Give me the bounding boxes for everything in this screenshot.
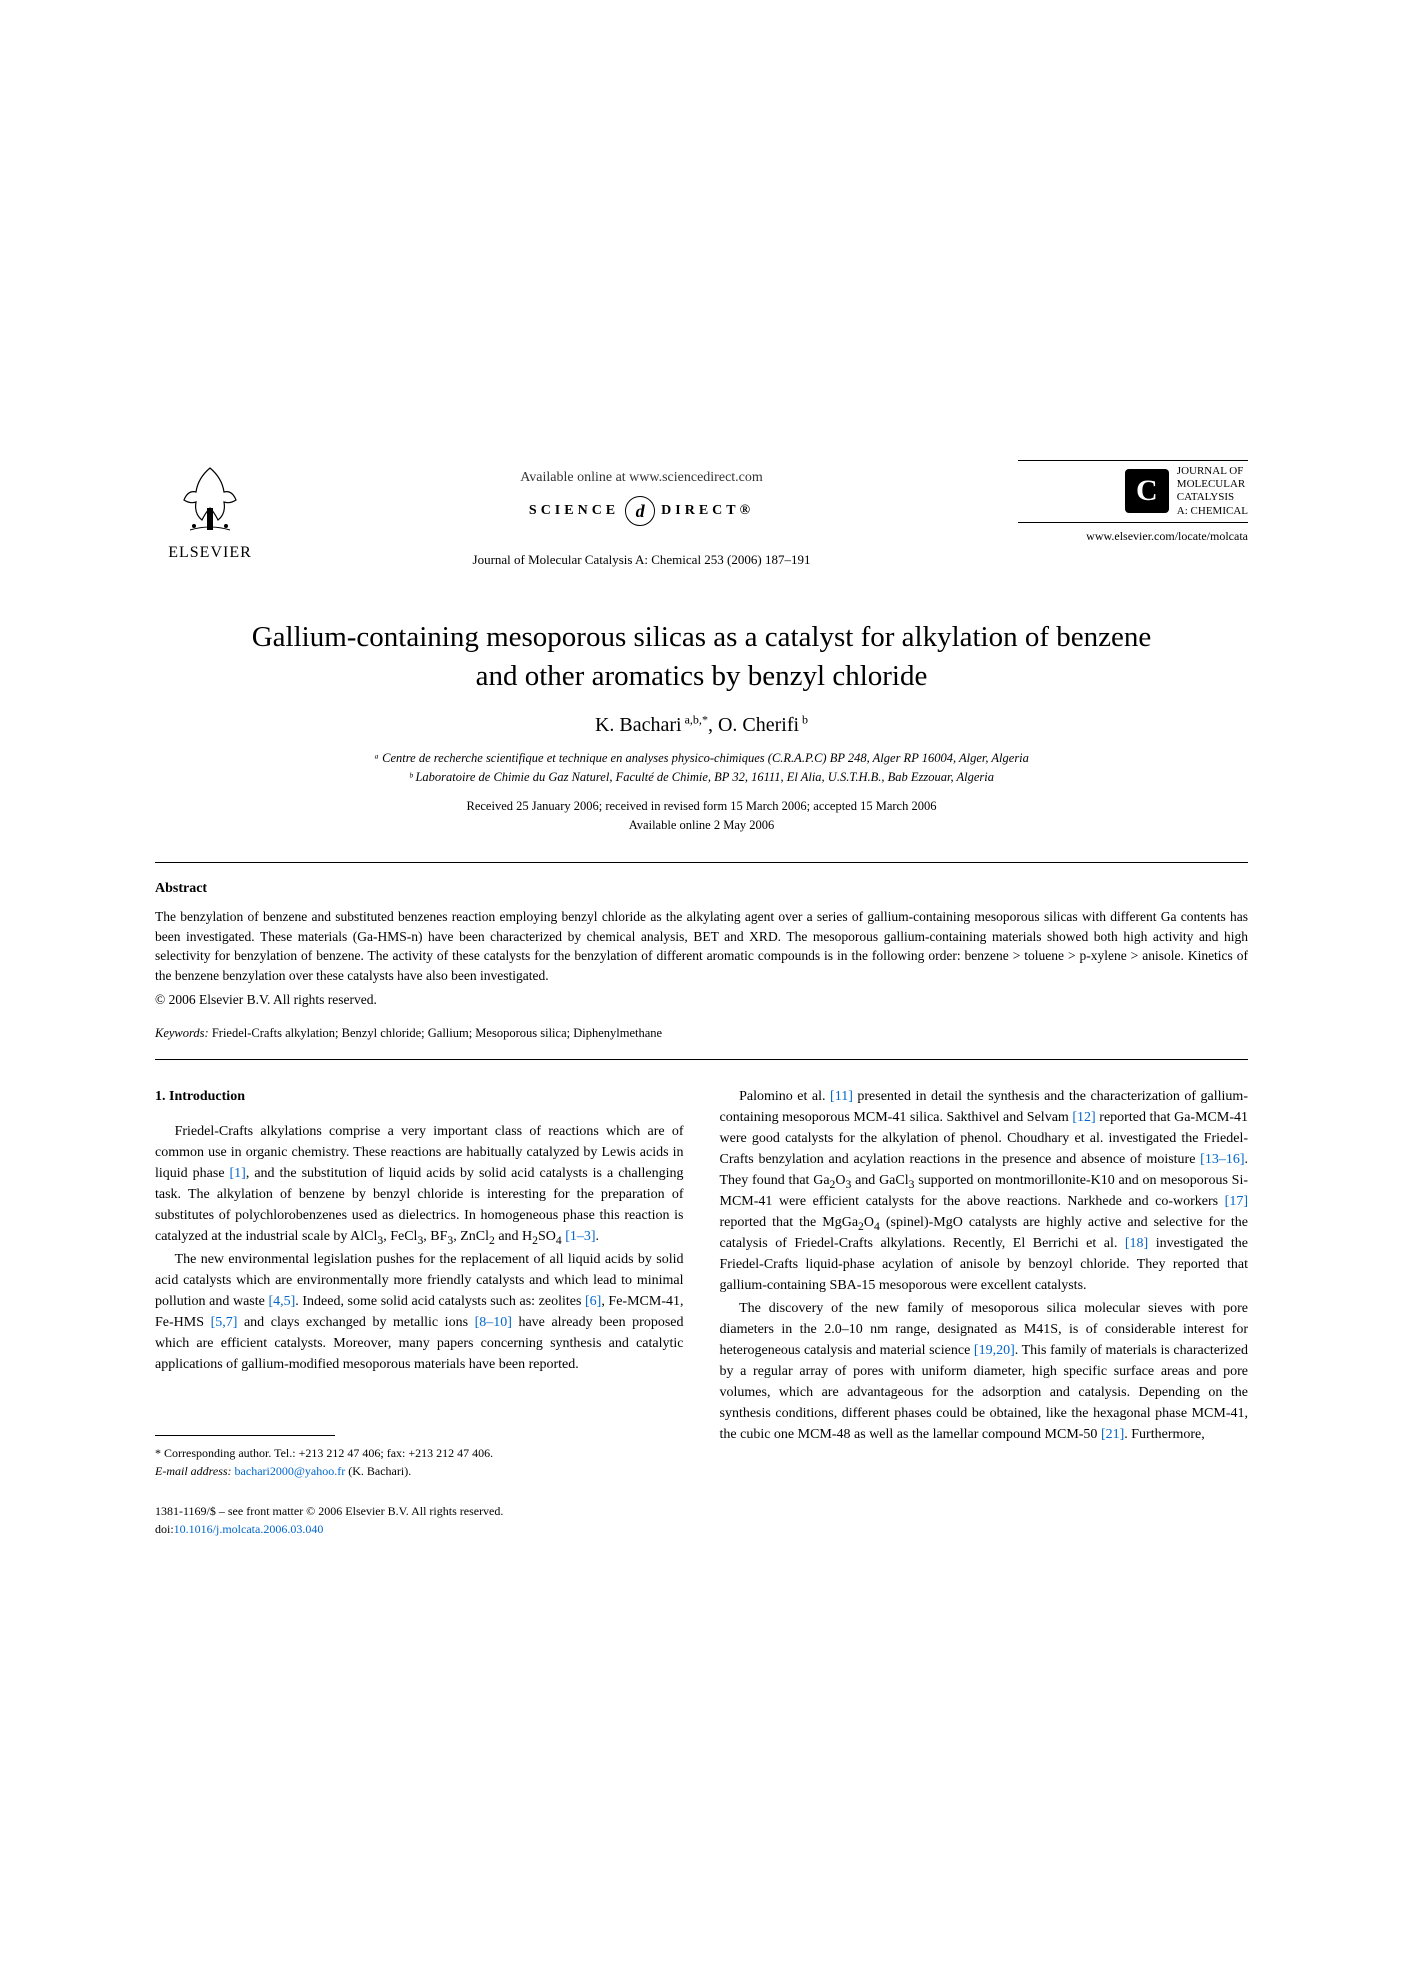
ref-link-13-16[interactable]: [13–16] <box>1200 1152 1244 1167</box>
author-1: K. Bachari <box>595 714 682 736</box>
abstract-heading: Abstract <box>155 881 1248 897</box>
header-row: ELSEVIER Available online at www.science… <box>155 460 1248 568</box>
intro-para-3: Palomino et al. [11] presented in detail… <box>720 1086 1249 1296</box>
journal-name-l4: A: CHEMICAL <box>1177 505 1248 518</box>
journal-url[interactable]: www.elsevier.com/locate/molcata <box>1018 529 1248 544</box>
ref-link-5-7[interactable]: [5,7] <box>211 1315 238 1330</box>
footnote-rule <box>155 1435 335 1436</box>
author-2: O. Cherifi <box>718 714 799 736</box>
email-suffix: (K. Bachari). <box>348 1464 411 1478</box>
article-title: Gallium-containing mesoporous silicas as… <box>235 618 1168 696</box>
publisher-name: ELSEVIER <box>168 544 252 562</box>
science-direct-right: DIRECT® <box>661 503 754 519</box>
affiliation-a: ᵃ Centre de recherche scientifique et te… <box>155 749 1248 768</box>
science-direct-left: SCIENCE <box>529 503 619 519</box>
author-2-affil: b <box>799 713 808 727</box>
rule-top <box>155 862 1248 863</box>
online-date: Available online 2 May 2006 <box>155 816 1248 835</box>
ref-link-17[interactable]: [17] <box>1225 1194 1248 1209</box>
intro-para-4: The discovery of the new family of mesop… <box>720 1298 1249 1445</box>
abstract-block: Abstract The benzylation of benzene and … <box>155 881 1248 1007</box>
author-sep: , <box>708 714 718 736</box>
science-direct-d-icon: d <box>625 496 655 526</box>
journal-name-l2: MOLECULAR <box>1177 478 1248 491</box>
elsevier-tree-icon <box>170 460 250 540</box>
ref-link-19-20[interactable]: [19,20] <box>974 1343 1015 1358</box>
ref-link-12[interactable]: [12] <box>1072 1110 1095 1125</box>
center-header: Available online at www.sciencedirect.co… <box>265 460 1018 568</box>
affiliation-b: ᵇ Laboratoire de Chimie du Gaz Naturel, … <box>155 768 1248 787</box>
keywords-line: Keywords: Friedel-Crafts alkylation; Ben… <box>155 1026 1248 1041</box>
page-container: ELSEVIER Available online at www.science… <box>0 0 1403 1598</box>
abstract-body: The benzylation of benzene and substitut… <box>155 907 1248 985</box>
journal-header: ELSEVIER Available online at www.science… <box>155 460 1248 568</box>
journal-logo-row: C JOURNAL OF MOLECULAR CATALYSIS A: CHEM… <box>1018 460 1248 523</box>
right-column: Palomino et al. [11] presented in detail… <box>720 1086 1249 1480</box>
ref-link-18[interactable]: [18] <box>1125 1236 1148 1251</box>
keywords-list: Friedel-Crafts alkylation; Benzyl chlori… <box>212 1026 662 1040</box>
intro-para-1: Friedel-Crafts alkylations comprise a ve… <box>155 1121 684 1247</box>
doi-label: doi: <box>155 1522 174 1536</box>
journal-name-l1: JOURNAL OF <box>1177 465 1248 478</box>
ref-link-6[interactable]: [6] <box>585 1294 601 1309</box>
email-line: E-mail address: bachari2000@yahoo.fr (K.… <box>155 1462 684 1480</box>
authors: K. Bachari a,b,*, O. Cherifi b <box>155 714 1248 737</box>
corresponding-author: * Corresponding author. Tel.: +213 212 4… <box>155 1444 684 1462</box>
intro-para-2: The new environmental legislation pushes… <box>155 1249 684 1375</box>
science-direct-logo: SCIENCE d DIRECT® <box>529 496 754 526</box>
journal-name: JOURNAL OF MOLECULAR CATALYSIS A: CHEMIC… <box>1177 465 1248 518</box>
ref-link-21[interactable]: [21] <box>1101 1427 1124 1442</box>
article-dates: Received 25 January 2006; received in re… <box>155 797 1248 835</box>
available-online-text: Available online at www.sciencedirect.co… <box>520 470 763 486</box>
section-1-heading: 1. Introduction <box>155 1086 684 1107</box>
abstract-text: The benzylation of benzene and substitut… <box>155 909 1248 983</box>
journal-reference: Journal of Molecular Catalysis A: Chemic… <box>473 552 811 568</box>
ref-link-4-5[interactable]: [4,5] <box>268 1294 295 1309</box>
email-link[interactable]: bachari2000@yahoo.fr <box>235 1464 346 1478</box>
affiliations: ᵃ Centre de recherche scientifique et te… <box>155 749 1248 787</box>
ref-link-8-10[interactable]: [8–10] <box>475 1315 512 1330</box>
ref-link-1[interactable]: [1] <box>230 1166 246 1181</box>
left-column: 1. Introduction Friedel-Crafts alkylatio… <box>155 1086 684 1480</box>
journal-block: C JOURNAL OF MOLECULAR CATALYSIS A: CHEM… <box>1018 460 1248 544</box>
ref-link-1-3[interactable]: [1–3] <box>565 1229 595 1244</box>
footer: 1381-1169/$ – see front matter © 2006 El… <box>155 1502 1248 1538</box>
journal-name-l3: CATALYSIS <box>1177 491 1248 504</box>
received-date: Received 25 January 2006; received in re… <box>155 797 1248 816</box>
front-matter-text: 1381-1169/$ – see front matter © 2006 El… <box>155 1502 1248 1520</box>
keywords-label: Keywords: <box>155 1026 209 1040</box>
rule-bottom <box>155 1059 1248 1060</box>
footnotes: * Corresponding author. Tel.: +213 212 4… <box>155 1444 684 1480</box>
abstract-copyright: © 2006 Elsevier B.V. All rights reserved… <box>155 992 1248 1008</box>
email-label: E-mail address: <box>155 1464 232 1478</box>
doi-link[interactable]: 10.1016/j.molcata.2006.03.040 <box>174 1522 324 1536</box>
journal-c-icon: C <box>1125 469 1169 513</box>
author-1-affil: a,b, <box>682 713 702 727</box>
body-columns: 1. Introduction Friedel-Crafts alkylatio… <box>155 1086 1248 1480</box>
ref-link-11[interactable]: [11] <box>830 1089 853 1104</box>
doi-line: doi:10.1016/j.molcata.2006.03.040 <box>155 1520 1248 1538</box>
publisher-block: ELSEVIER <box>155 460 265 562</box>
